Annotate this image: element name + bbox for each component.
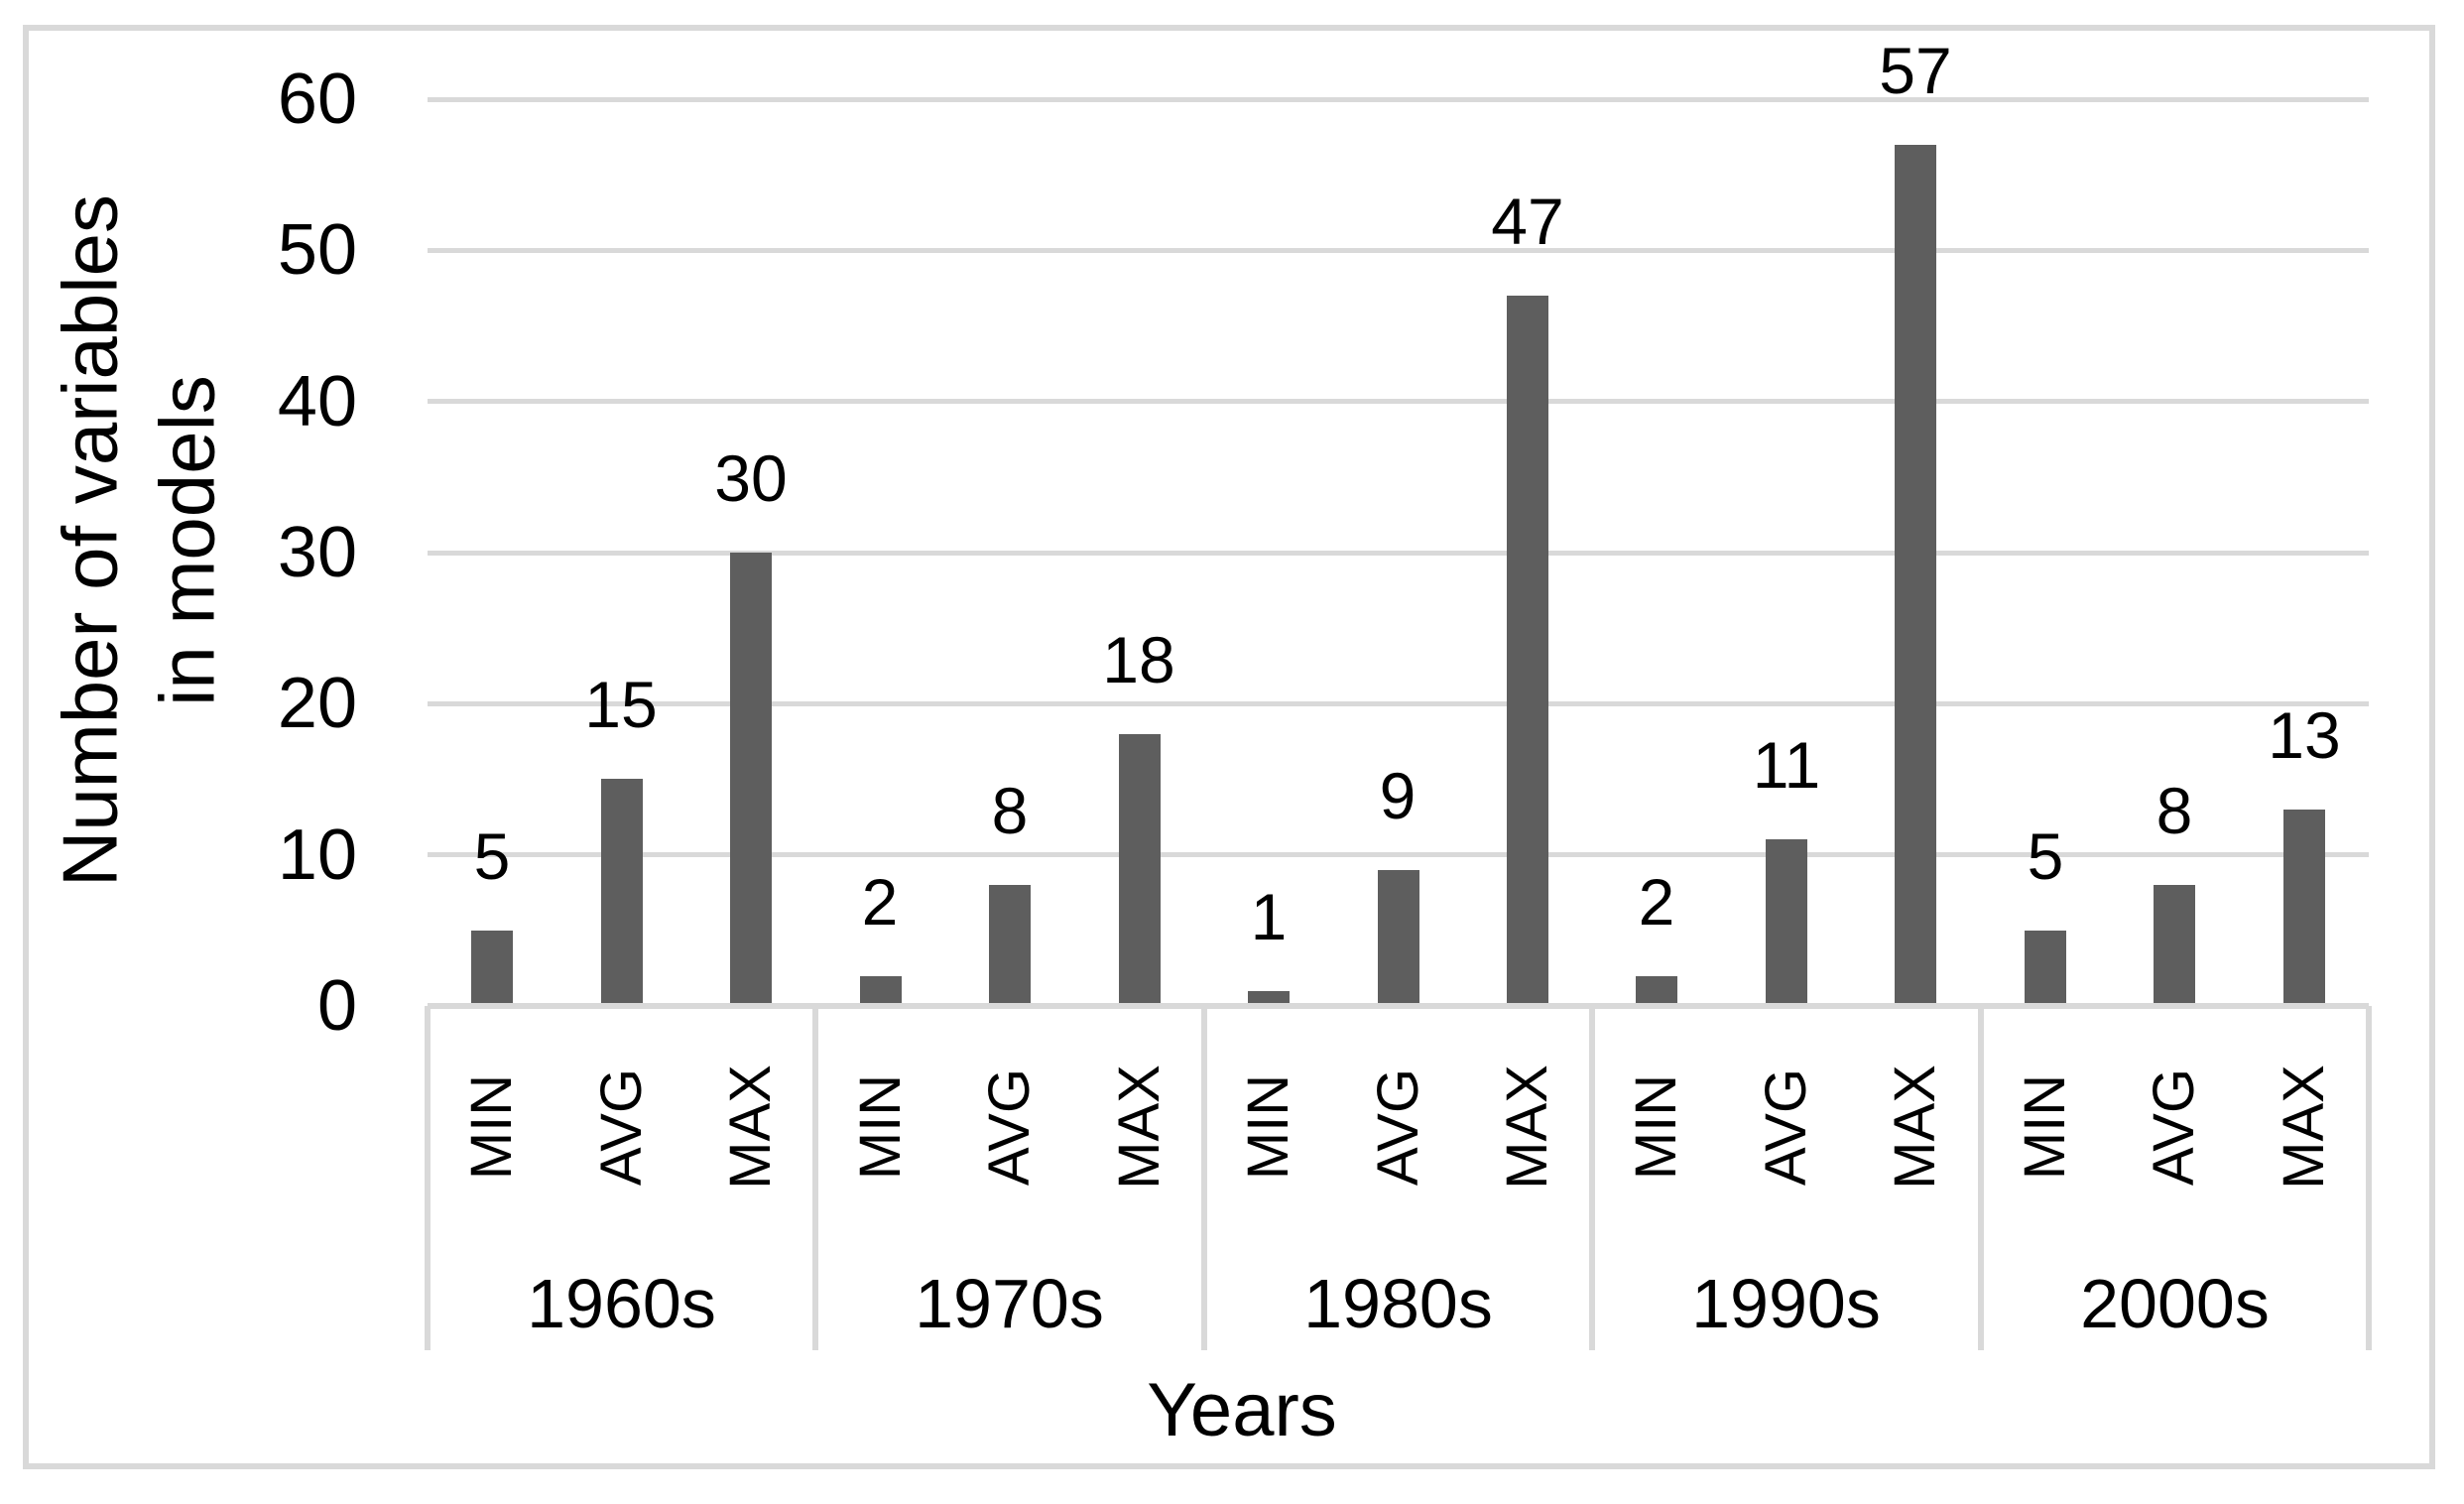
category-decade-label: 1990s <box>1691 1265 1881 1342</box>
y-axis-tick-label: 0 <box>316 966 357 1046</box>
category-stat-label: MAX <box>2272 1065 2336 1190</box>
category-divider <box>1201 1006 1207 1350</box>
bar-value-label: 5 <box>2027 819 2064 893</box>
category-decade-label: 2000s <box>2080 1265 2270 1342</box>
category-stat-label: MAX <box>718 1065 783 1190</box>
category-stat-label: AVG <box>1366 1067 1430 1187</box>
bar-1990s-AVG <box>1766 839 1807 1006</box>
bar-1960s-AVG <box>601 779 643 1006</box>
x-axis-title: Years <box>1147 1368 1337 1452</box>
category-stat-label: AVG <box>589 1067 654 1187</box>
gridline <box>428 852 2369 857</box>
category-stat-label: MIN <box>2013 1073 2077 1181</box>
bar-value-label: 2 <box>1638 865 1675 939</box>
category-stat-label: AVG <box>2142 1067 2206 1187</box>
gridline <box>428 97 2369 102</box>
category-decade-label: 1970s <box>915 1265 1104 1342</box>
bar-value-label: 11 <box>1752 728 1821 802</box>
category-decade-label: 1960s <box>527 1265 716 1342</box>
bar-1980s-AVG <box>1378 870 1419 1006</box>
bar-1970s-MIN <box>860 976 902 1006</box>
bar-value-label: 8 <box>991 774 1029 847</box>
bar-1990s-MIN <box>1636 976 1677 1006</box>
category-stat-label: MIN <box>1236 1073 1300 1181</box>
category-divider <box>1978 1006 1984 1350</box>
y-axis-tick-label: 20 <box>277 664 357 743</box>
category-stat-label: MAX <box>1495 1065 1559 1190</box>
gridline <box>428 551 2369 556</box>
gridline <box>428 399 2369 404</box>
bar-value-label: 5 <box>473 819 511 893</box>
bar-value-label: 15 <box>584 668 658 741</box>
bar-2000s-MAX <box>2283 810 2325 1006</box>
bar-value-label: 2 <box>861 865 899 939</box>
category-stat-label: MAX <box>1107 1065 1171 1190</box>
y-axis-tick-label: 50 <box>277 210 357 290</box>
y-axis-tick-label: 10 <box>277 815 357 895</box>
category-stat-label: AVG <box>977 1067 1042 1187</box>
bar-1980s-MIN <box>1248 991 1290 1006</box>
bar-value-label: 57 <box>1879 34 1952 107</box>
category-divider <box>1589 1006 1595 1350</box>
bar-value-label: 30 <box>714 441 788 515</box>
y-axis-tick-label: 30 <box>277 513 357 592</box>
bar-2000s-MIN <box>2025 931 2066 1006</box>
gridline <box>428 701 2369 706</box>
category-decade-label: 1980s <box>1303 1265 1493 1342</box>
bar-value-label: 18 <box>1102 623 1175 696</box>
category-stat-label: MIN <box>848 1073 913 1181</box>
bar-1980s-MAX <box>1507 296 1548 1006</box>
category-stat-label: MAX <box>1883 1065 1947 1190</box>
bar-value-label: 8 <box>2156 774 2193 847</box>
bar-value-label: 13 <box>2268 698 2341 772</box>
category-divider <box>2366 1006 2372 1350</box>
plot-area: 5 15 30 2 8 18 1 9 47 2 11 57 5 8 13 <box>428 38 2369 1006</box>
category-stat-label: MIN <box>1624 1073 1688 1181</box>
category-stat-label: AVG <box>1754 1067 1818 1187</box>
bar-2000s-AVG <box>2154 885 2195 1006</box>
bar-value-label: 9 <box>1379 759 1417 832</box>
category-divider <box>812 1006 818 1350</box>
bar-1970s-AVG <box>989 885 1031 1006</box>
bar-1960s-MAX <box>730 553 772 1006</box>
gridline <box>428 248 2369 253</box>
y-axis-tick-label: 60 <box>277 60 357 139</box>
x-axis-baseline <box>428 1003 2369 1009</box>
y-axis-tick-label: 40 <box>277 362 357 441</box>
bar-value-label: 1 <box>1250 880 1288 953</box>
bar-value-label: 47 <box>1491 185 1564 258</box>
bar-1960s-MIN <box>471 931 513 1006</box>
category-stat-label: MIN <box>459 1073 524 1181</box>
y-axis-title-line-1: Number of variables <box>46 194 134 887</box>
bar-1990s-MAX <box>1895 145 1936 1006</box>
bar-1970s-MAX <box>1119 734 1161 1006</box>
category-divider <box>425 1006 431 1350</box>
